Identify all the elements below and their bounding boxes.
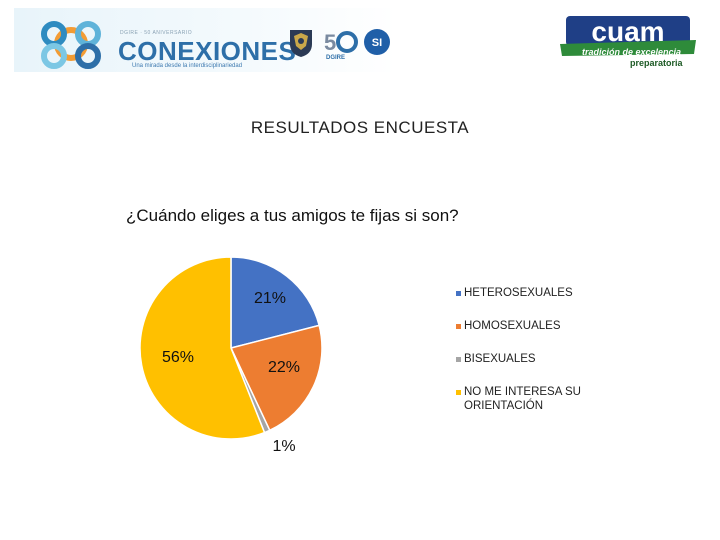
cuam-subtitle: tradición de excelencia: [582, 47, 682, 57]
data-label: 56%: [162, 349, 194, 366]
legend-label: HOMOSEXUALES: [464, 320, 561, 332]
cuam-logo-icon: cuam: [560, 16, 696, 56]
conexiones-banner: DGIRE · 50 ANIVERSARIO CONEXIONES Una mi…: [14, 8, 396, 72]
data-label: 21%: [254, 290, 286, 307]
unam-crest-icon: [290, 30, 312, 57]
pie-slice: [230, 256, 321, 349]
legend-swatch: [456, 324, 461, 329]
legend-swatch: [456, 357, 461, 362]
pie-slice: [139, 256, 266, 440]
chart-legend: HETEROSEXUALES HOMOSEXUALES BISEXUALES N…: [456, 286, 616, 432]
legend-item: NO ME INTERESA SU ORIENTACIÓN: [456, 385, 616, 413]
conexiones-tagline: DGIRE · 50 ANIVERSARIO: [120, 30, 193, 36]
data-label: 22%: [268, 359, 300, 376]
legend-label: BISEXUALES: [464, 353, 536, 365]
si-logo-icon: SI: [364, 29, 390, 55]
dgire-50-logo-icon: 5: [324, 30, 358, 55]
svg-text:5: 5: [324, 30, 336, 55]
legend-label: NO ME INTERESA SU ORIENTACIÓN: [464, 386, 581, 412]
data-label: 1%: [272, 438, 295, 455]
legend-swatch: [456, 390, 461, 395]
legend-item: HETEROSEXUALES: [456, 286, 616, 300]
chart-title: ¿Cuándo eliges a tus amigos te fijas si …: [126, 206, 459, 225]
conexiones-subtitle: Una mirada desde la interdisciplinarieda…: [132, 63, 243, 69]
conexiones-logo-icon: [41, 21, 101, 69]
header: DGIRE · 50 ANIVERSARIO CONEXIONES Una mi…: [0, 0, 720, 80]
legend-item: HOMOSEXUALES: [456, 319, 616, 333]
legend-label: HETEROSEXUALES: [464, 287, 573, 299]
pie-slice: [229, 324, 323, 432]
cuam-level: preparatoria: [630, 58, 683, 68]
legend-swatch: [456, 291, 461, 296]
legend-item: BISEXUALES: [456, 352, 616, 366]
conexiones-title: CONEXIONES: [118, 36, 297, 66]
page-title: RESULTADOS ENCUESTA: [250, 118, 470, 137]
dgire-label: DGIRE: [326, 55, 346, 61]
si-label: SI: [372, 37, 382, 49]
